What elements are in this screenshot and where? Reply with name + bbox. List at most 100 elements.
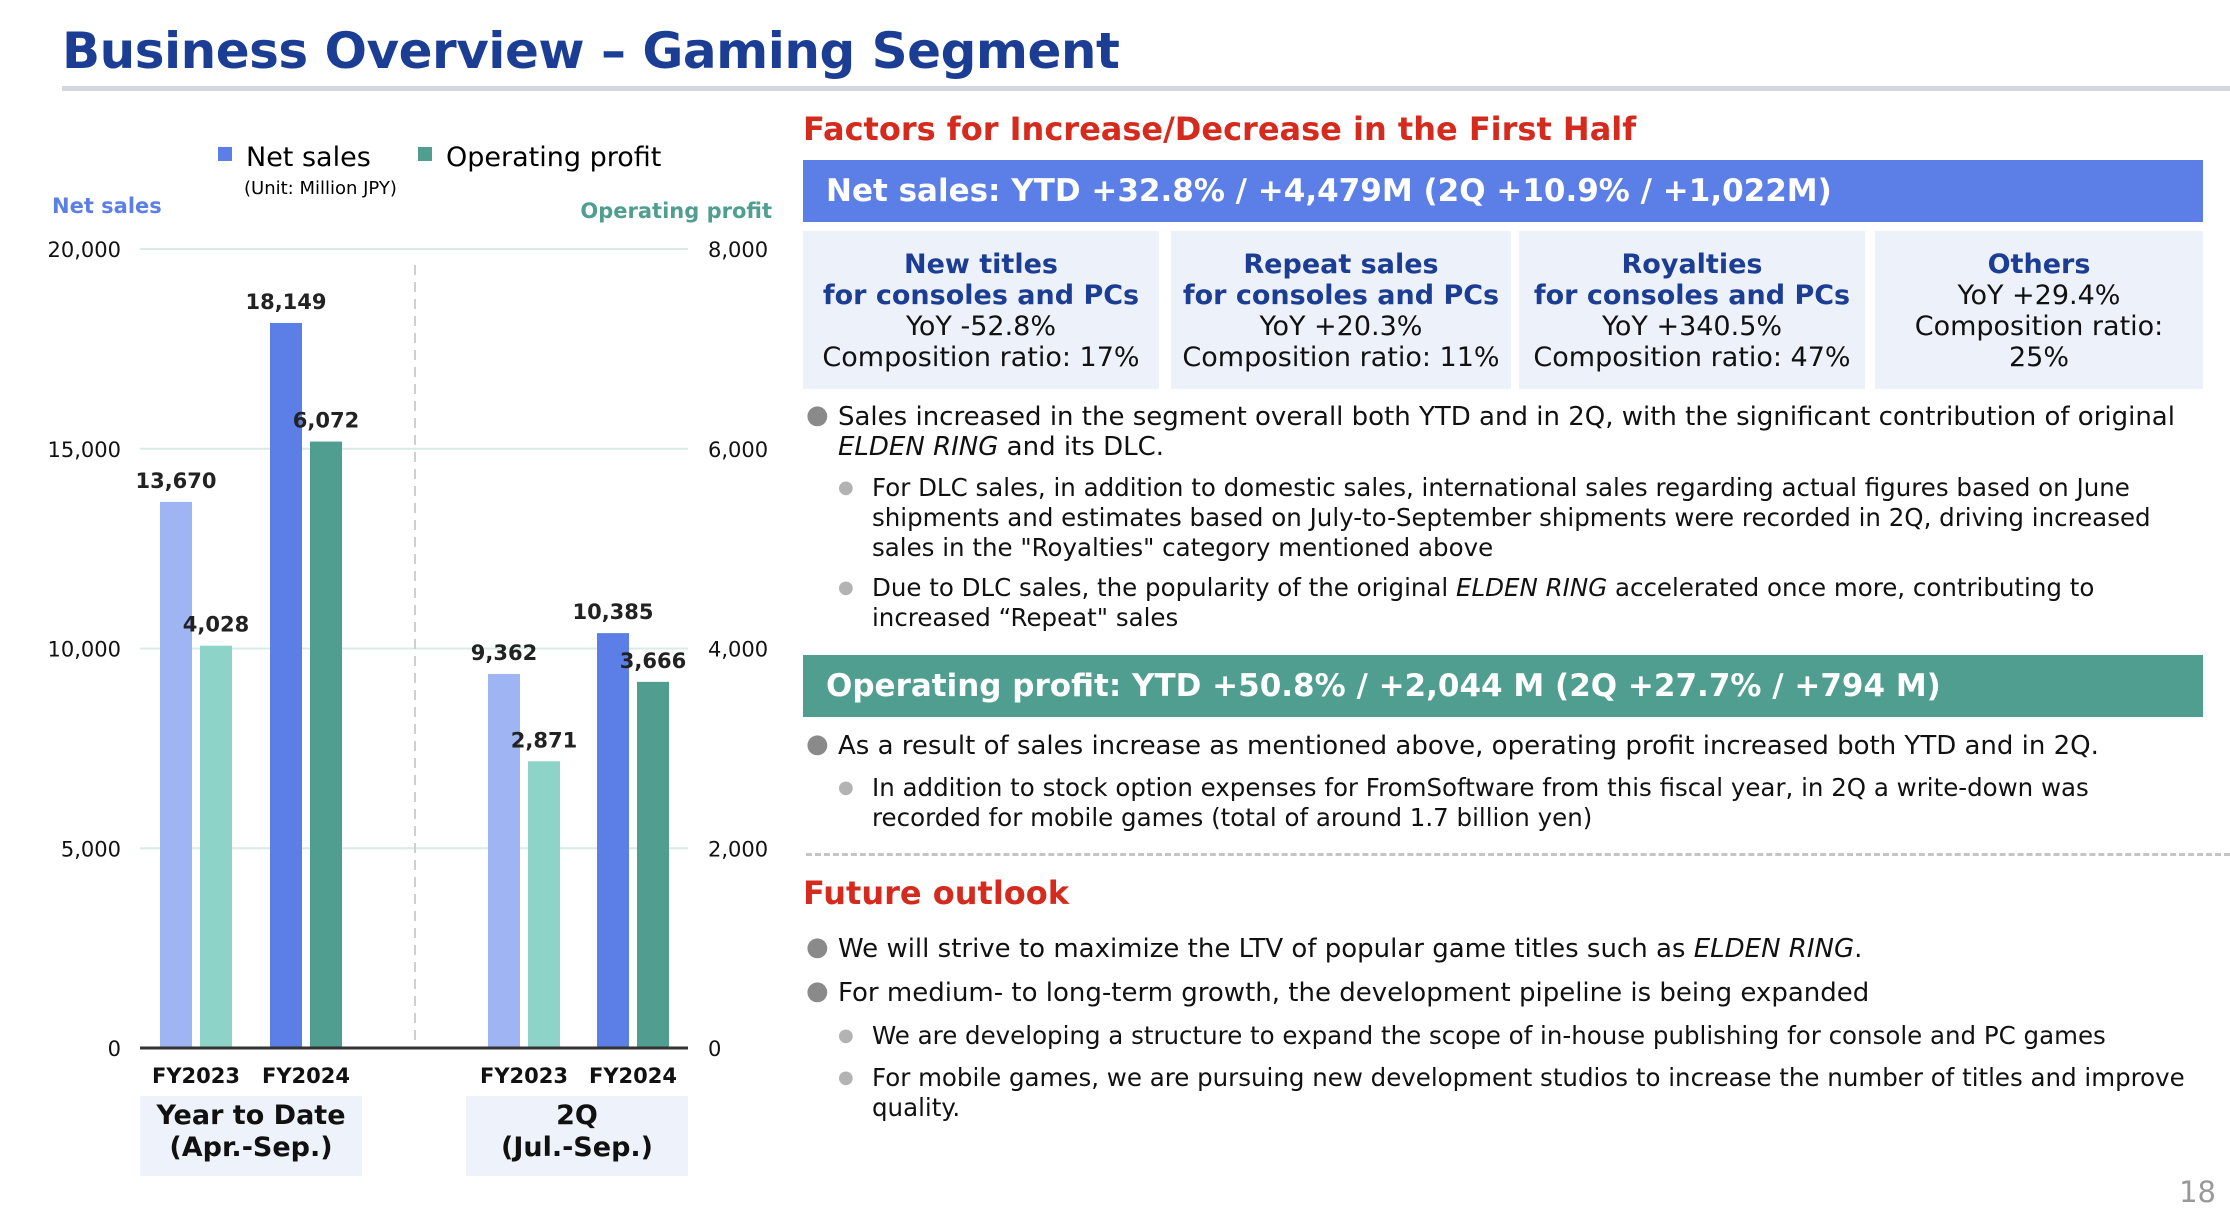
axis-ticks: 0 5,000 10,000 15,000 20,000 0 2,000 4,000 6,000… bbox=[48, 238, 769, 1061]
factor-composition: Composition ratio: 47% bbox=[1533, 342, 1851, 373]
outlook-bullet-ltv-text: We will strive to maximize the LTV of po… bbox=[838, 934, 1694, 964]
period-label-ytd: Year to Date (Apr.-Sep.) bbox=[140, 1096, 362, 1176]
factor-composition: Composition ratio: 11% bbox=[1182, 342, 1500, 373]
sales-sub-bullet-dlc-text: For DLC sales, in addition to domestic s… bbox=[872, 473, 2151, 562]
op-bullet: ● As a result of sales increase as menti… bbox=[806, 729, 2206, 761]
category-label-0: FY2023 bbox=[152, 1064, 240, 1088]
bar-operating-profit-2 bbox=[528, 761, 560, 1048]
sub-bullet-dot-icon: ● bbox=[838, 477, 854, 498]
legend-swatch-operating-profit bbox=[418, 147, 432, 161]
bullet-dot-icon: ● bbox=[806, 400, 829, 430]
outlook-bullet-ltv: ● We will strive to maximize the LTV of … bbox=[806, 932, 2206, 964]
category-label-1: FY2024 bbox=[262, 1064, 350, 1088]
factor-yoy: YoY +29.4% bbox=[1957, 280, 2121, 311]
sub-bullet-dot-icon: ● bbox=[838, 1067, 854, 1088]
period-label-2q-line2: (Jul.-Sep.) bbox=[500, 1132, 653, 1163]
sales-bullet: ● Sales increased in the segment overall… bbox=[806, 400, 2206, 462]
factor-composition: Composition ratio: 17% bbox=[822, 342, 1140, 373]
section-divider bbox=[806, 853, 2230, 856]
factor-box-royalties: Royalties for consoles and PCs YoY +340.… bbox=[1519, 231, 1865, 389]
bars bbox=[160, 322, 669, 1049]
legend-label-operating-profit: Operating profit bbox=[446, 142, 661, 173]
factors-heading: Factors for Increase/Decrease in the Fir… bbox=[803, 110, 1637, 148]
factor-title: Others bbox=[1987, 249, 2091, 280]
factor-box-new-titles: New titles for consoles and PCs YoY -52.… bbox=[803, 231, 1159, 389]
outlook-sub-bullet-publishing-text: We are developing a structure to expand … bbox=[872, 1021, 2106, 1050]
unit-note: (Unit: Million JPY) bbox=[244, 178, 397, 199]
left-axis-tick-label: 0 bbox=[108, 1037, 121, 1061]
bar-net-sales-0 bbox=[160, 501, 192, 1048]
elden-ring-title: ELDEN RING bbox=[1693, 934, 1855, 964]
label-operating-profit-1: 6,072 bbox=[293, 409, 359, 433]
bullet-dot-icon: ● bbox=[806, 932, 829, 962]
label-operating-profit-3: 3,666 bbox=[620, 649, 686, 673]
label-net-sales-1: 18,149 bbox=[245, 290, 326, 314]
left-axis-tick-label: 15,000 bbox=[48, 438, 121, 462]
factor-title: New titles bbox=[904, 249, 1058, 280]
period-label-2q: 2Q (Jul.-Sep.) bbox=[466, 1096, 688, 1176]
legend-label-net-sales: Net sales bbox=[246, 142, 371, 173]
category-label-2: FY2023 bbox=[480, 1064, 568, 1088]
category-labels: FY2023 FY2024 FY2023 FY2024 bbox=[152, 1064, 677, 1088]
outlook-bullet-ltv-end: . bbox=[1854, 934, 1863, 964]
page-title: Business Overview – Gaming Segment bbox=[62, 22, 1120, 80]
period-label-2q-line1: 2Q bbox=[556, 1100, 598, 1131]
factor-title: Royalties bbox=[1621, 249, 1763, 280]
outlook-sub-bullet-publishing: ● We are developing a structure to expan… bbox=[838, 1021, 2198, 1051]
right-axis-tick-label: 0 bbox=[708, 1037, 721, 1061]
left-axis-tick-label: 20,000 bbox=[48, 238, 121, 262]
op-bullet-text: As a result of sales increase as mention… bbox=[838, 731, 2099, 761]
elden-ring-title: ELDEN RING bbox=[838, 432, 999, 462]
sub-bullet-dot-icon: ● bbox=[838, 777, 854, 798]
elden-ring-title: ELDEN RING bbox=[1456, 573, 1608, 602]
period-label-ytd-line1: Year to Date bbox=[156, 1100, 346, 1131]
bar-operating-profit-0 bbox=[200, 645, 232, 1048]
gaming-segment-bar-chart: Net sales Operating profit (Unit: Millio… bbox=[48, 142, 772, 1088]
outlook-sub-bullet-mobile-text: For mobile games, we are pursuing new de… bbox=[872, 1063, 2185, 1122]
legend-swatch-net-sales bbox=[218, 147, 232, 161]
outlook-heading: Future outlook bbox=[803, 874, 1070, 912]
factor-yoy: YoY -52.8% bbox=[905, 311, 1057, 342]
outlook-bullet-pipeline: ● For medium- to long-term growth, the d… bbox=[806, 976, 2206, 1008]
right-axis-tick-label: 4,000 bbox=[708, 638, 768, 662]
bar-net-sales-2 bbox=[488, 673, 520, 1048]
period-label-ytd-line2: (Apr.-Sep.) bbox=[169, 1132, 333, 1163]
label-operating-profit-0: 4,028 bbox=[183, 613, 249, 637]
bar-operating-profit-3 bbox=[637, 681, 669, 1048]
factor-subtitle: for consoles and PCs bbox=[1533, 280, 1851, 311]
right-axis-tick-label: 2,000 bbox=[708, 837, 768, 861]
bullet-dot-icon: ● bbox=[806, 976, 829, 1006]
outlook-sub-bullet-mobile: ● For mobile games, we are pursuing new … bbox=[838, 1063, 2198, 1123]
factor-subtitle: for consoles and PCs bbox=[822, 280, 1140, 311]
bullet-dot-icon: ● bbox=[806, 729, 829, 759]
chart-legend: Net sales Operating profit (Unit: Millio… bbox=[218, 142, 661, 199]
factor-composition: Composition ratio: 25% bbox=[1914, 311, 2164, 373]
factor-yoy: YoY +340.5% bbox=[1601, 311, 1783, 342]
sub-bullet-dot-icon: ● bbox=[838, 1025, 854, 1046]
factor-box-others: Others YoY +29.4% Composition ratio: 25% bbox=[1875, 231, 2203, 389]
page-number: 18 bbox=[2179, 1175, 2216, 1209]
op-sub-bullet-text: In addition to stock option expenses for… bbox=[872, 773, 2089, 832]
op-sub-bullet: ● In addition to stock option expenses f… bbox=[838, 773, 2198, 833]
left-axis-title: Net sales bbox=[52, 194, 162, 218]
factor-box-repeat-sales: Repeat sales for consoles and PCs YoY +2… bbox=[1171, 231, 1511, 389]
factor-subtitle: for consoles and PCs bbox=[1182, 280, 1500, 311]
sales-sub-bullet-repeat-text-end: accelerated once more, contributing to i… bbox=[872, 573, 2095, 632]
label-operating-profit-2: 2,871 bbox=[511, 728, 577, 752]
bar-net-sales-3 bbox=[597, 633, 629, 1048]
factor-title: Repeat sales bbox=[1243, 249, 1439, 280]
data-labels: 13,670 18,149 9,362 10,385 4,028 6,072 2,871 3,… bbox=[135, 290, 686, 752]
bar-operating-profit-1 bbox=[310, 441, 342, 1049]
outlook-bullet-pipeline-text: For medium- to long-term growth, the dev… bbox=[838, 978, 1870, 1008]
label-net-sales-0: 13,670 bbox=[135, 469, 216, 493]
operating-profit-summary-bar: Operating profit: YTD +50.8% / +2,044 M … bbox=[803, 655, 2203, 717]
sub-bullet-dot-icon: ● bbox=[838, 577, 854, 598]
right-axis-tick-label: 8,000 bbox=[708, 238, 768, 262]
factor-yoy: YoY +20.3% bbox=[1259, 311, 1423, 342]
left-axis-tick-label: 10,000 bbox=[48, 638, 121, 662]
sales-bullet-text-end: and its DLC. bbox=[998, 432, 1165, 462]
net-sales-summary-bar: Net sales: YTD +32.8% / +4,479M (2Q +10.… bbox=[803, 160, 2203, 222]
category-label-3: FY2024 bbox=[589, 1064, 677, 1088]
right-axis-tick-label: 6,000 bbox=[708, 438, 768, 462]
title-divider bbox=[62, 86, 2230, 91]
